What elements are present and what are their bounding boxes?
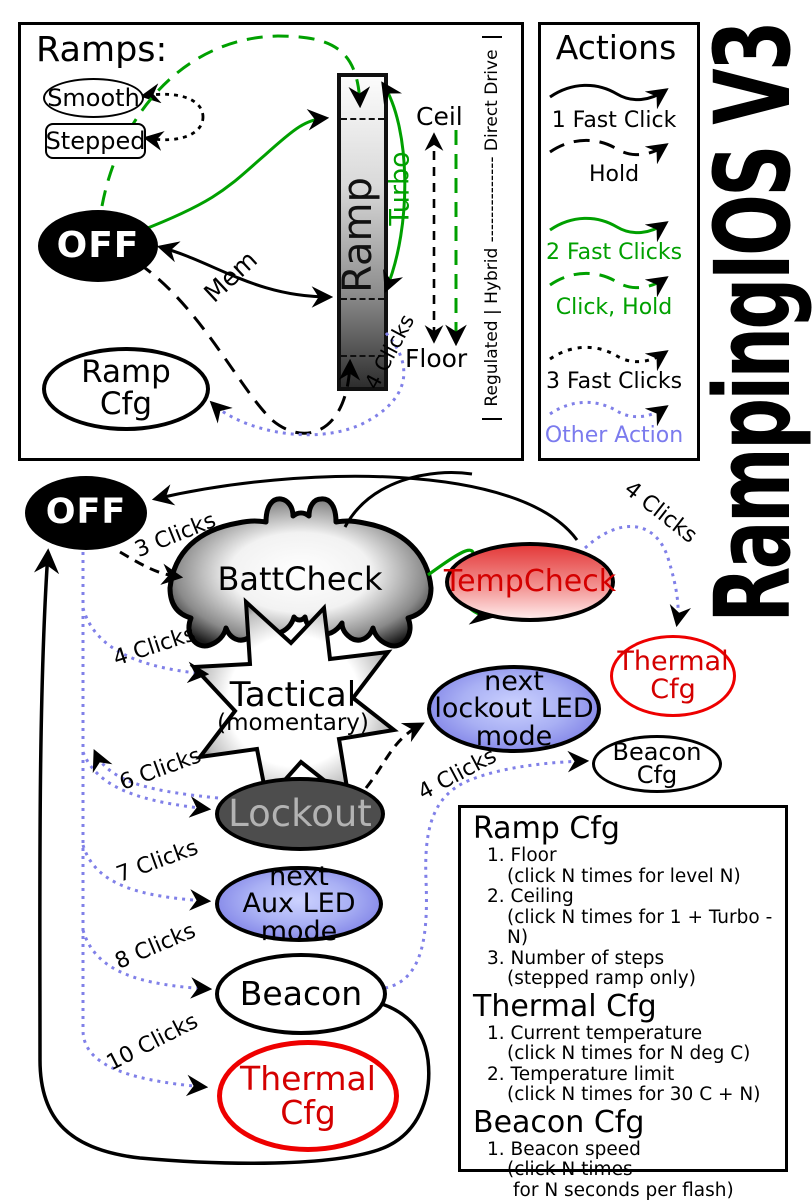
tempcheck-thermalcfg-4clicks-arrow — [583, 525, 691, 628]
beacon-off-loop-arrow — [33, 548, 431, 1165]
battcheck-off-merge-line — [343, 471, 473, 528]
page-title: RampingIOS V3 — [692, 22, 812, 623]
ramp-rampcfg-4clicks-arrow — [209, 331, 406, 437]
smooth-ramp-node: Smooth — [43, 78, 144, 118]
tactical-label: Tactical (momentary) — [217, 675, 369, 736]
legend-3fastclicks-label: 3 Fast Clicks — [545, 369, 683, 394]
off-battcheck-3clicks-arrow — [119, 550, 184, 585]
legend-2fastclicks-label: 2 Fast Clicks — [545, 240, 683, 265]
floor-label: Floor — [405, 344, 468, 373]
ceil-level-line — [341, 118, 384, 120]
legend-clickhold-arrow — [549, 271, 669, 298]
legend-1fastclick-label: 1 Fast Click — [551, 108, 677, 133]
beacon-node: Beacon — [215, 953, 387, 1035]
ramps-panel-title: Ramps: — [36, 30, 168, 70]
drive-type-axis: Regulated | Hybrid -------------- Direct… — [482, 36, 502, 420]
turbo-span-arrow — [381, 81, 407, 293]
ramp-bar-label: Ramp — [335, 177, 381, 293]
stepped-label: Stepped — [45, 127, 146, 155]
ceil-label: Ceil — [416, 102, 463, 131]
thermal-cfg-heading: Thermal Cfg — [473, 988, 657, 1024]
beacon-cfg-heading: Beacon Cfg — [473, 1104, 645, 1140]
beacon-beaconcfg-4clicks-arrow — [384, 750, 590, 990]
legend-otheraction-label: Other Action — [544, 423, 684, 448]
next-lockout-led-node: next lockout LED mode — [427, 665, 601, 753]
legend-otheraction-arrow — [549, 400, 669, 427]
legend-1fastclick-arrow — [549, 83, 669, 110]
tactical-star-shape — [189, 597, 399, 805]
smooth-label: Smooth — [47, 84, 140, 112]
legend-2fastclicks-arrow — [549, 216, 669, 243]
ramp-cfg-heading: Ramp Cfg — [473, 811, 620, 846]
legend-hold-arrow — [549, 138, 669, 165]
beacon-cfg-node: Beacon Cfg — [592, 735, 722, 793]
off-tactical-4clicks-arrow — [81, 607, 210, 684]
ramp-cfg-node: Ramp Cfg — [42, 347, 210, 431]
legend-3fastclicks-arrow — [549, 345, 669, 372]
thermal-cfg-node-right: Thermal Cfg — [610, 635, 736, 717]
off-floor-hold-arrow — [137, 261, 361, 435]
lockout-lockoutled-arrow — [364, 722, 425, 789]
turbo-label: Turbo — [384, 151, 416, 226]
off-node-top: OFF — [38, 210, 158, 282]
off-trunk-10clicks-arrow — [81, 552, 209, 1097]
mem-level-line — [341, 298, 384, 300]
actions-panel-title: Actions — [555, 28, 677, 67]
ramp-bar — [337, 73, 388, 391]
lockout-node: Lockout — [215, 777, 385, 851]
off-ceil-2clicks-arrow — [139, 108, 330, 233]
thermal-cfg-node-bottom: Thermal Cfg — [217, 1040, 399, 1152]
stepped-ramp-node: Stepped — [45, 123, 146, 159]
floor-level-line — [341, 355, 384, 357]
off-lockout-6clicks-arrow — [81, 751, 212, 818]
legend-clickhold-label: Click, Hold — [555, 295, 673, 320]
battcheck-label: BattCheck — [217, 560, 383, 598]
next-aux-led-node: next Aux LED mode — [215, 863, 383, 945]
legend-hold-label: Hold — [588, 162, 640, 187]
off-mem-arrow — [156, 241, 334, 308]
tempcheck-off-arrow — [151, 474, 579, 541]
toggle-smooth-arrow — [140, 83, 205, 118]
off-node-bottom: OFF — [25, 476, 147, 550]
off-turbo-clickhold-arrow — [100, 34, 371, 207]
config-reference-box: Ramp Cfg 1. Floor (click N times for lev… — [458, 805, 788, 1200]
tempcheck-node: TempCheck — [444, 542, 616, 622]
toggle-stepped-arrow — [143, 116, 205, 151]
